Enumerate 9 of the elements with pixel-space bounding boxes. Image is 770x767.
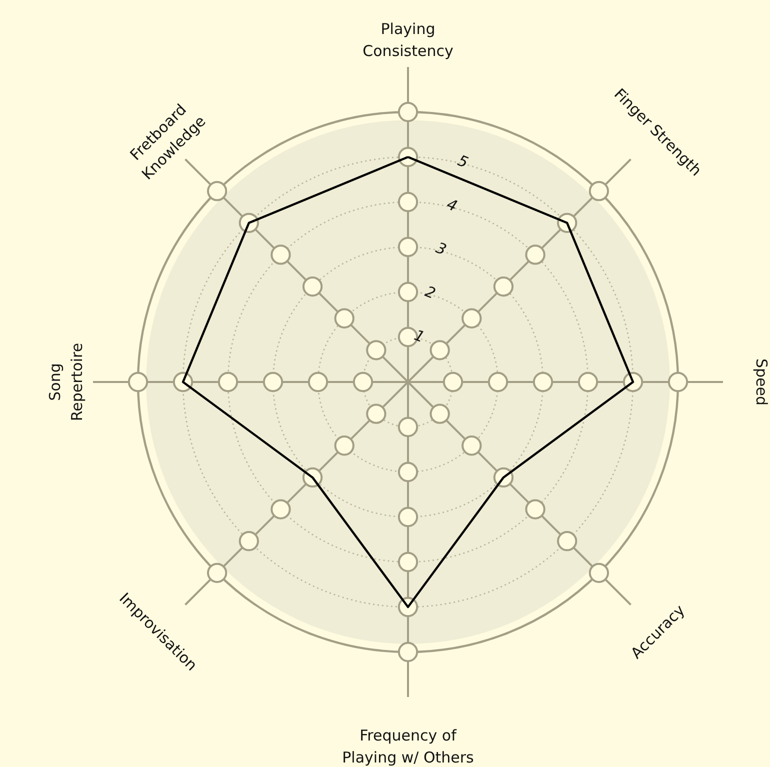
y-tick-label: 2: [422, 282, 438, 303]
spoke-label: Song Repertoire: [46, 342, 86, 422]
spoke-label: Playing Consistency: [362, 20, 454, 60]
y-tick-label: 3: [433, 238, 449, 259]
y-tick-label: 5: [455, 151, 471, 172]
y-tick-label: 4: [444, 195, 460, 216]
spoke-label: Frequency of Playing w/ Others: [342, 726, 474, 766]
y-tick-label: 1: [412, 326, 428, 346]
spoke-label: Speed: [752, 358, 770, 406]
